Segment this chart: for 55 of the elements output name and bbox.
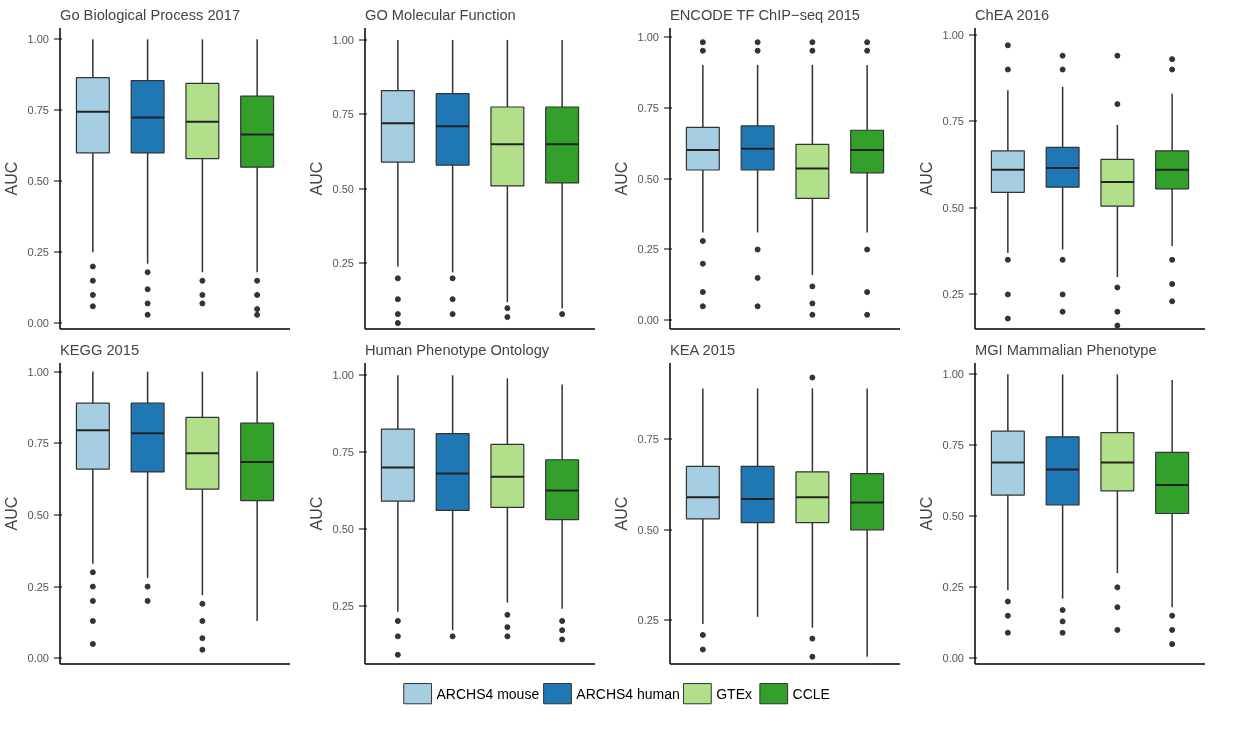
y-axis-title: AUC [307, 161, 325, 196]
legend-label: ARCHS4 human [576, 685, 680, 702]
y-axis-title: AUC [917, 496, 935, 531]
y-tick-label: 0.00 [27, 652, 50, 665]
y-tick-label: 1.00 [942, 368, 965, 381]
y-tick-label: 0.50 [637, 523, 660, 536]
y-tick-label: 0.50 [332, 522, 355, 535]
chart-title: KEGG 2015 [60, 342, 140, 358]
y-axis-title: AUC [612, 496, 630, 531]
chart-title: KEA 2015 [670, 342, 736, 358]
chart-title: MGI Mammalian Phenotype [975, 342, 1157, 358]
y-axis-title: AUC [917, 161, 935, 196]
chart-title: Go Biological Process 2017 [60, 7, 241, 23]
y-tick-label: 0.75 [942, 439, 965, 452]
y-tick-label: 0.75 [27, 437, 50, 450]
y-tick-label: 1.00 [27, 365, 50, 378]
y-tick-label: 0.25 [332, 257, 355, 270]
y-tick-label: 1.00 [27, 33, 50, 46]
y-tick-label: 0.50 [27, 175, 50, 188]
y-tick-label: 0.50 [332, 182, 355, 195]
y-tick-label: 0.25 [637, 243, 660, 256]
y-tick-label: 1.00 [332, 369, 355, 382]
y-tick-label: 0.00 [942, 652, 965, 665]
y-tick-label: 0.25 [942, 581, 965, 594]
y-tick-label: 0.75 [27, 104, 50, 117]
y-tick-label: 0.50 [942, 201, 965, 214]
y-tick-label: 0.50 [637, 172, 660, 185]
y-tick-label: 0.25 [942, 288, 965, 301]
y-tick-label: 0.25 [27, 580, 50, 593]
legend-label: GTEx [716, 685, 752, 702]
y-tick-label: 1.00 [942, 28, 965, 41]
y-tick-label: 0.00 [27, 317, 50, 330]
y-tick-label: 0.50 [942, 510, 965, 523]
y-tick-label: 0.50 [27, 508, 50, 521]
y-tick-label: 0.25 [27, 246, 50, 259]
y-axis-title: AUC [307, 496, 325, 531]
y-tick-label: 0.75 [332, 446, 355, 459]
y-axis-title: AUC [612, 161, 630, 196]
legend-label: CCLE [792, 685, 830, 702]
y-tick-label: 1.00 [637, 30, 660, 43]
chart-title: ENCODE TF ChIP−seq 2015 [670, 7, 860, 23]
y-tick-label: 0.75 [637, 433, 660, 446]
chart-title: ChEA 2016 [975, 7, 1050, 23]
y-axis-title: AUC [2, 496, 20, 531]
y-tick-label: 1.00 [332, 33, 355, 46]
y-tick-label: 0.25 [332, 599, 355, 612]
y-tick-label: 0.75 [637, 101, 660, 114]
y-tick-label: 0.00 [637, 314, 660, 327]
y-tick-label: 0.75 [942, 115, 965, 128]
chart-title: Human Phenotype Ontology [365, 342, 550, 358]
chart-title: GO Molecular Function [365, 7, 516, 23]
y-axis-title: AUC [2, 161, 20, 196]
legend-label: ARCHS4 mouse [436, 685, 540, 702]
y-tick-label: 0.25 [637, 614, 660, 627]
y-tick-label: 0.75 [332, 108, 355, 121]
